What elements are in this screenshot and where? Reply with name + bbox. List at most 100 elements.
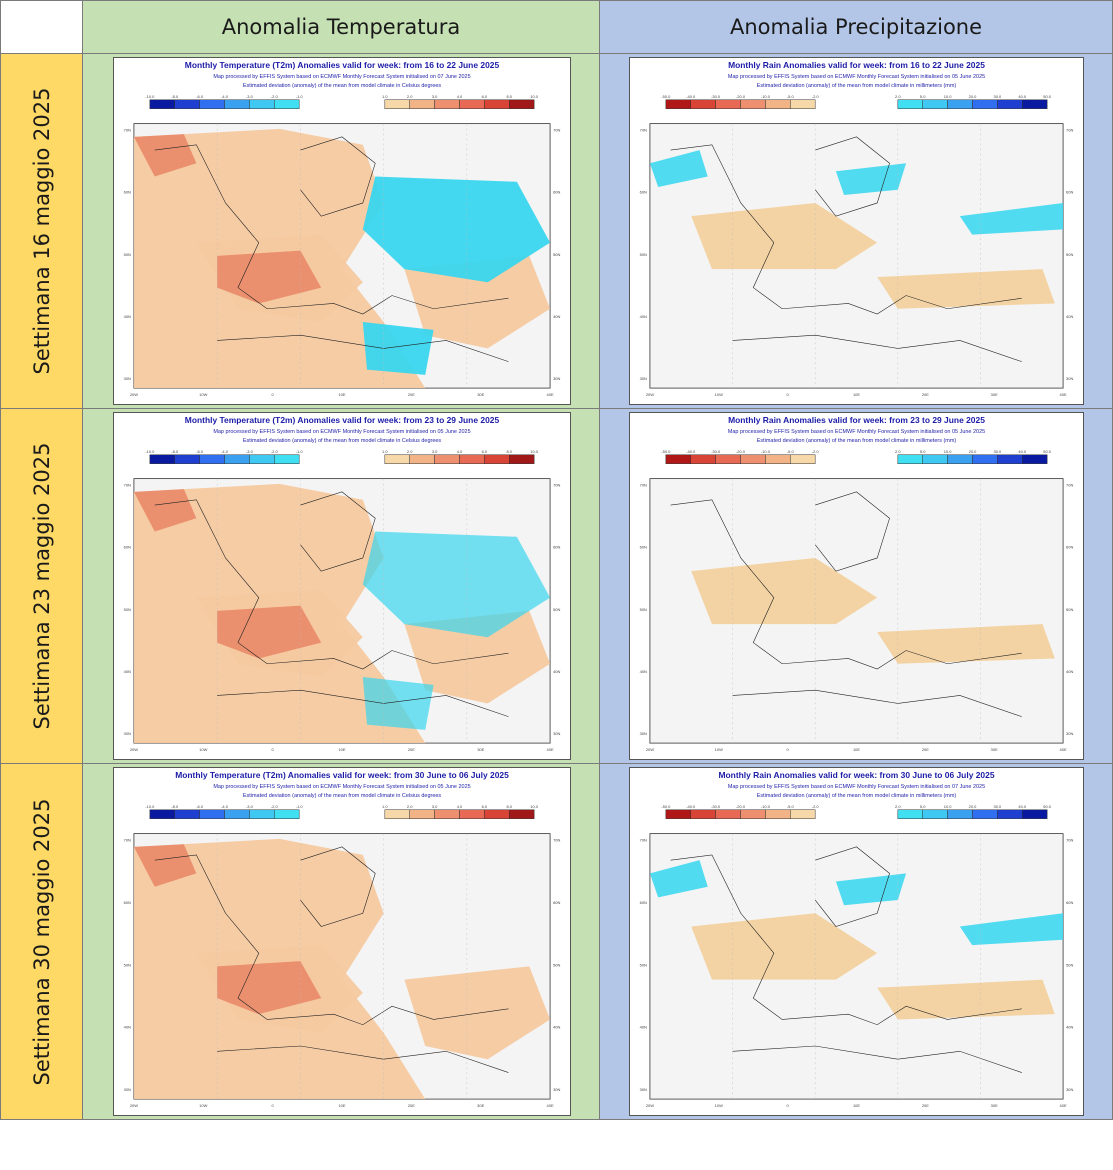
map-graphic: Monthly Temperature (T2m) Anomalies vali… [124, 770, 561, 1108]
legend-label: -8.0 [171, 449, 179, 454]
row-label-text: Settimana 30 maggio 2025 [29, 798, 54, 1085]
legend-label: 5.0 [920, 804, 926, 809]
lat-tick-label: 60N [124, 900, 131, 905]
legend-label: 2.0 [895, 449, 901, 454]
lon-tick-label: 30E [477, 392, 484, 397]
lat-tick-label: 50N [124, 607, 131, 612]
legend-swatch [922, 454, 948, 464]
legend-swatch [790, 809, 816, 819]
legend-label: 3.0 [432, 804, 438, 809]
legend-swatch [715, 454, 741, 464]
precipitation-cell: Monthly Rain Anomalies valid for week: f… [599, 53, 1113, 409]
map-processed-note: Map processed by EFFIS System based on E… [213, 74, 470, 80]
legend-swatch [224, 99, 250, 109]
anomaly-field [649, 833, 1064, 1100]
map-graphic: Monthly Rain Anomalies valid for week: f… [640, 415, 1074, 752]
legend-label: 5.0 [920, 449, 926, 454]
legend-swatch [224, 454, 250, 464]
anomaly-field [133, 833, 551, 1100]
lat-tick-label: 70N [1066, 838, 1073, 843]
legend-swatch [149, 454, 175, 464]
lon-tick-label: 10E [853, 747, 860, 752]
lat-tick-label: 40N [124, 314, 131, 319]
legend-label: -40.0 [686, 804, 696, 809]
legend-label: 10.0 [944, 804, 953, 809]
legend-label: -4.0 [221, 804, 229, 809]
lon-tick-label: 40E [547, 747, 554, 752]
lon-tick-label: 10E [853, 392, 860, 397]
legend-label: 4.0 [457, 804, 463, 809]
map-graphic: Monthly Temperature (T2m) Anomalies vali… [124, 60, 561, 397]
lat-tick-label: 50N [640, 252, 647, 257]
legend-label: -5.0 [787, 804, 795, 809]
lat-tick-label: 40N [640, 314, 647, 319]
lat-tick-label: 70N [553, 483, 560, 488]
legend-swatch [897, 454, 923, 464]
lat-tick-label: 50N [640, 962, 647, 967]
legend-swatch [274, 454, 300, 464]
lon-tick-label: 40E [547, 1103, 554, 1108]
temperature-anomaly-map: Monthly Temperature (T2m) Anomalies vali… [113, 57, 571, 405]
lon-tick-label: 30E [991, 747, 998, 752]
legend-label: 8.0 [506, 94, 512, 99]
legend-swatch [199, 99, 225, 109]
lon-tick-label: 20W [646, 747, 654, 752]
map-units-note: Estimated deviation (anomaly) of the mea… [757, 793, 957, 799]
legend-label: 30.0 [994, 94, 1003, 99]
lon-tick-label: 0 [272, 392, 275, 397]
lon-tick-label: 20W [130, 1103, 138, 1108]
anomaly-field [649, 123, 1064, 389]
lat-tick-label: 30N [553, 1087, 560, 1092]
legend-label: 50.0 [1043, 94, 1052, 99]
lon-tick-label: 20W [646, 1103, 654, 1108]
legend-label: 40.0 [1018, 94, 1027, 99]
legend-label: -6.0 [196, 449, 204, 454]
map-title: Monthly Rain Anomalies valid for week: f… [728, 415, 985, 425]
lat-tick-label: 60N [124, 190, 131, 195]
legend-label: -2.0 [271, 94, 279, 99]
lon-tick-label: 20W [130, 747, 138, 752]
legend-swatch [665, 99, 691, 109]
lon-tick-label: 20E [922, 1103, 929, 1108]
legend-swatch [384, 99, 410, 109]
legend-label: 10.0 [530, 94, 539, 99]
legend-swatch [149, 809, 175, 819]
lat-tick-label: 40N [553, 1025, 560, 1030]
lat-tick-label: 30N [124, 376, 131, 381]
legend-label: -10.0 [761, 449, 771, 454]
legend-label: 2.0 [407, 804, 413, 809]
lat-tick-label: 50N [553, 252, 560, 257]
legend-swatch [459, 454, 485, 464]
legend-swatch [997, 99, 1023, 109]
precipitation-cell: Monthly Rain Anomalies valid for week: f… [599, 408, 1113, 764]
lat-tick-label: 40N [124, 1025, 131, 1030]
legend: -10.0 -8.0 -6.0 -4.0 -3.0 -2.0 -1.0 1.0 2.0 3.0 4.… [145, 449, 539, 464]
legend-swatch [409, 809, 435, 819]
lat-tick-label: 30N [1066, 731, 1073, 736]
lat-tick-label: 40N [1066, 1025, 1073, 1030]
lat-tick-label: 30N [640, 376, 647, 381]
legend-swatch [897, 809, 923, 819]
legend-label: 8.0 [506, 804, 512, 809]
legend-swatch [740, 99, 766, 109]
lon-tick-label: 20E [922, 747, 929, 752]
map-title: Monthly Temperature (T2m) Anomalies vali… [185, 60, 500, 70]
precipitation-anomaly-map: Monthly Rain Anomalies valid for week: f… [629, 767, 1084, 1116]
temperature-cell: Monthly Temperature (T2m) Anomalies vali… [82, 408, 600, 764]
lat-tick-label: 70N [1066, 128, 1073, 133]
lon-tick-label: 10E [338, 392, 345, 397]
legend-label: -2.0 [812, 449, 820, 454]
anomaly-field [133, 123, 551, 389]
legend-swatch [174, 454, 200, 464]
legend: -10.0 -8.0 -6.0 -4.0 -3.0 -2.0 -1.0 1.0 2.0 3.0 4.… [145, 94, 539, 109]
lon-tick-label: 10W [199, 1103, 207, 1108]
lat-tick-label: 50N [640, 607, 647, 612]
legend-label: -6.0 [196, 94, 204, 99]
legend-swatch [434, 809, 460, 819]
legend-label: -8.0 [171, 804, 179, 809]
forecast-comparison-table: Anomalia Temperatura Anomalia Precipitaz… [0, 0, 1113, 1120]
map-processed-note: Map processed by EFFIS System based on E… [213, 784, 470, 790]
lat-tick-label: 30N [640, 1087, 647, 1092]
lon-tick-label: 40E [1060, 747, 1067, 752]
lon-tick-label: 0 [272, 747, 275, 752]
